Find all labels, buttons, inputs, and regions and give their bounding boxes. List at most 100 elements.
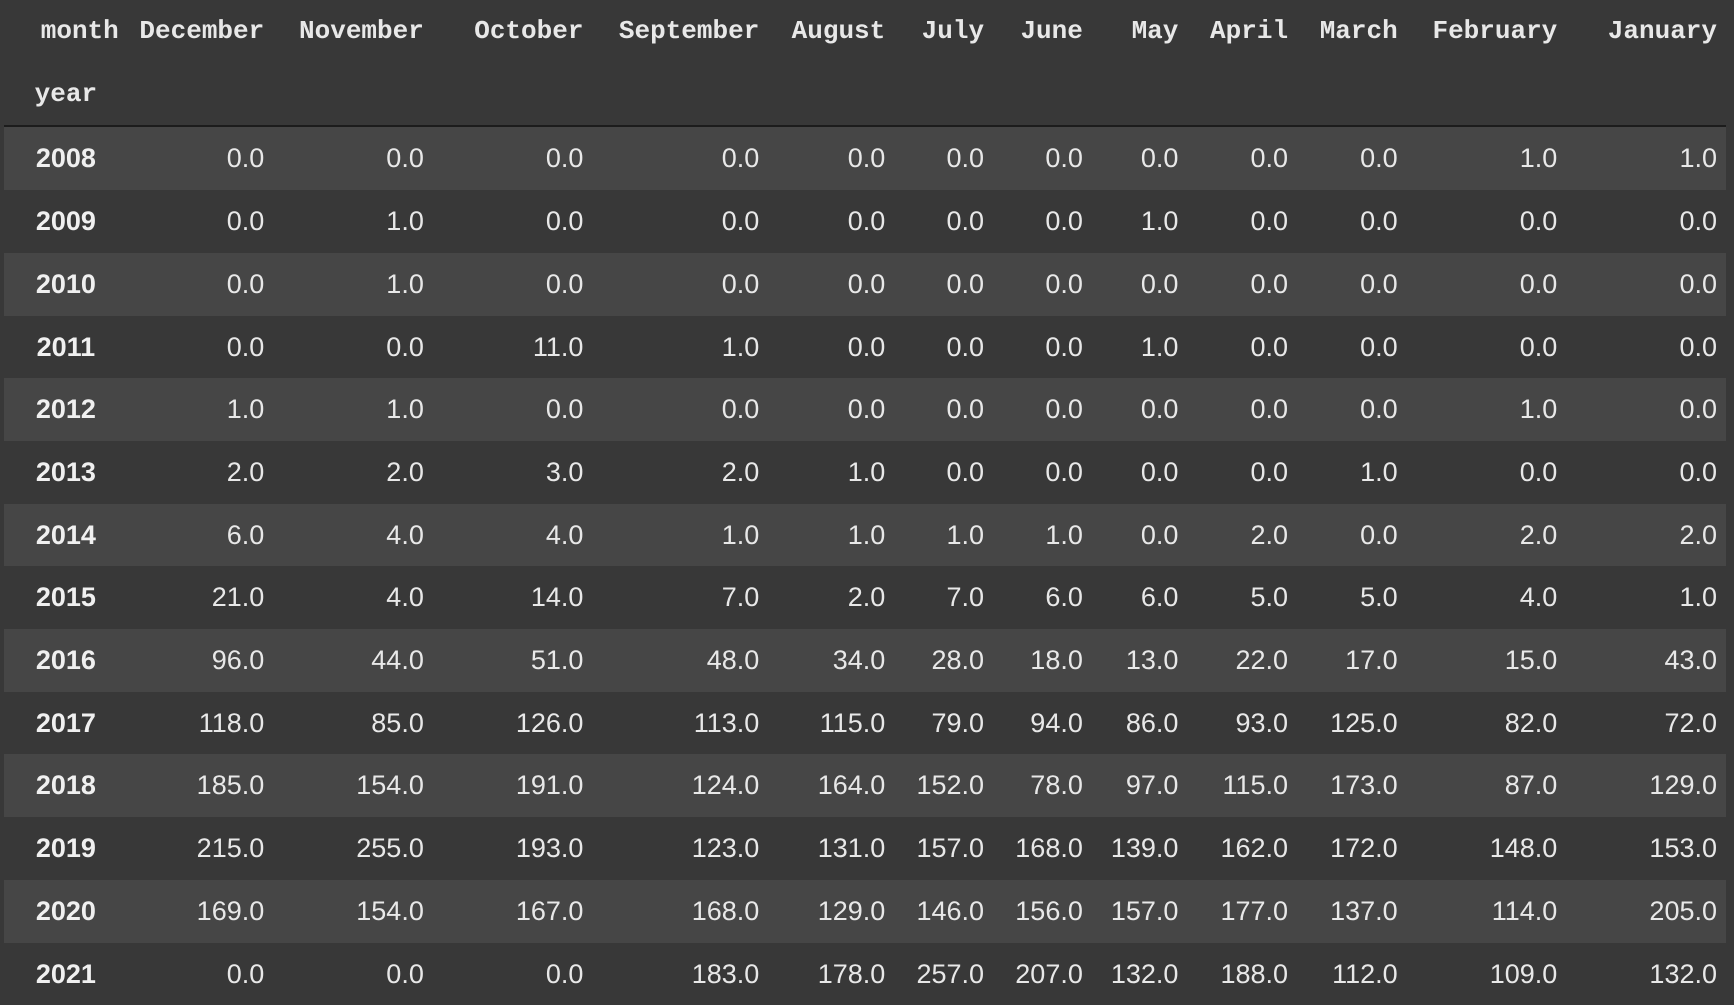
table-cell: 0.0 bbox=[1679, 394, 1717, 425]
table-cell: 0.0 bbox=[386, 143, 424, 174]
index-name-row: year bbox=[4, 62, 1726, 128]
column-header-june: June bbox=[1020, 16, 1083, 46]
table-cell: 168.0 bbox=[1015, 833, 1083, 864]
table-cell: 21.0 bbox=[211, 582, 265, 613]
table-cell: 0.0 bbox=[946, 143, 985, 174]
header-spacer-cell bbox=[592, 62, 769, 128]
table-cell: 11.0 bbox=[532, 331, 584, 362]
table-cell: 115.0 bbox=[819, 707, 886, 738]
table-cell: 132.0 bbox=[1649, 958, 1717, 989]
table-cell: 0.0 bbox=[847, 331, 886, 362]
table-cell: 18.0 bbox=[1030, 645, 1083, 676]
table-cell: 0.0 bbox=[226, 958, 265, 989]
table-cell: 154.0 bbox=[356, 895, 424, 926]
table-cell: 115.0 bbox=[1222, 770, 1289, 801]
table-cell: 86.0 bbox=[1125, 707, 1179, 738]
table-cell: 96.0 bbox=[211, 645, 265, 676]
header-spacer-cell bbox=[1566, 62, 1726, 128]
table-cell: 205.0 bbox=[1649, 895, 1717, 926]
table-cell: 113.0 bbox=[693, 707, 760, 738]
table-cell: 0.0 bbox=[946, 456, 985, 487]
table-cell: 87.0 bbox=[1504, 770, 1558, 801]
table-cell: 72.0 bbox=[1664, 707, 1717, 738]
table-cell: 139.0 bbox=[1110, 833, 1179, 864]
table-cell: 17.0 bbox=[1345, 645, 1398, 676]
table-cell: 0.0 bbox=[226, 331, 265, 362]
table-cell: 172.0 bbox=[1330, 833, 1398, 864]
table-cell: 0.0 bbox=[1360, 268, 1398, 299]
table-cell: 1.0 bbox=[226, 394, 265, 425]
table-cell: 0.0 bbox=[1519, 331, 1558, 362]
table-cell: 177.0 bbox=[1220, 895, 1289, 926]
header-spacer-cell bbox=[273, 62, 433, 128]
table-cell: 178.0 bbox=[817, 958, 886, 989]
table-cell: 4.0 bbox=[386, 519, 424, 550]
table-cell: 85.0 bbox=[371, 707, 424, 738]
table-cell: 0.0 bbox=[721, 143, 760, 174]
table-cell: 112.0 bbox=[1332, 958, 1398, 989]
row-index-year: 2017 bbox=[35, 707, 96, 738]
table-cell: 129.0 bbox=[817, 895, 886, 926]
table-cell: 0.0 bbox=[721, 394, 760, 425]
table-cell: 114.0 bbox=[1491, 895, 1558, 926]
table-cell: 51.0 bbox=[530, 645, 584, 676]
table-cell: 1.0 bbox=[386, 268, 424, 299]
table-cell: 0.0 bbox=[1679, 331, 1717, 362]
row-axis-label: year bbox=[4, 62, 128, 128]
table-cell: 0.0 bbox=[1045, 456, 1083, 487]
table-cell: 6.0 bbox=[226, 519, 265, 550]
table-cell: 124.0 bbox=[691, 770, 760, 801]
table-cell: 0.0 bbox=[1360, 143, 1398, 174]
table-cell: 0.0 bbox=[721, 268, 760, 299]
table-row: 2011 0.0 0.0 11.0 1.0 0.0 0.0 0.0 1.0 0.0 0.0 0.0 0.… bbox=[4, 315, 1726, 379]
table-cell: 0.0 bbox=[545, 958, 584, 989]
table-cell: 1.0 bbox=[386, 206, 424, 237]
table-cell: 13.0 bbox=[1125, 645, 1179, 676]
table-cell: 0.0 bbox=[1045, 143, 1083, 174]
row-index-year: 2018 bbox=[35, 770, 96, 801]
table-row: 2012 1.0 1.0 0.0 0.0 0.0 0.0 0.0 0.0 0.0 0.0 1.0 0.0 bbox=[4, 378, 1726, 441]
table-cell: 0.0 bbox=[1250, 456, 1289, 487]
table-cell: 207.0 bbox=[1015, 958, 1083, 989]
table-cell: 0.0 bbox=[545, 394, 584, 425]
table-cell: 255.0 bbox=[356, 833, 424, 864]
row-index-year: 2021 bbox=[35, 958, 96, 989]
table-cell: 191.0 bbox=[515, 770, 584, 801]
table-cell: 0.0 bbox=[226, 268, 265, 299]
table-cell: 1.0 bbox=[1140, 331, 1179, 362]
column-header-may: May bbox=[1131, 16, 1179, 46]
table-cell: 1.0 bbox=[946, 519, 985, 550]
table-cell: 123.0 bbox=[691, 833, 760, 864]
table-cell: 0.0 bbox=[1360, 206, 1398, 237]
table-cell: 0.0 bbox=[1140, 519, 1179, 550]
table-cell: 131.0 bbox=[817, 833, 886, 864]
table-row: 2019 215.0 255.0 193.0 123.0 131.0 157.0 168.0 1… bbox=[4, 817, 1726, 880]
table-cell: 22.0 bbox=[1235, 645, 1289, 676]
table-cell: 0.0 bbox=[1250, 206, 1289, 237]
table-cell: 1.0 bbox=[1140, 206, 1179, 237]
table-row: 2008 0.0 0.0 0.0 0.0 0.0 0.0 0.0 0.0 0.0 0.0 1.0 1.0 bbox=[4, 126, 1726, 191]
table-cell: 169.0 bbox=[196, 895, 265, 926]
table-cell: 0.0 bbox=[847, 143, 886, 174]
table-cell: 0.0 bbox=[946, 394, 985, 425]
table-cell: 257.0 bbox=[916, 958, 985, 989]
table-cell: 0.0 bbox=[1045, 268, 1083, 299]
row-index-year: 2014 bbox=[35, 519, 96, 550]
table-row: 2010 0.0 1.0 0.0 0.0 0.0 0.0 0.0 0.0 0.0 0.0 0.0 0.0 bbox=[4, 252, 1726, 316]
row-index-year: 2011 bbox=[36, 331, 96, 362]
table-cell: 3.0 bbox=[545, 456, 584, 487]
table-cell: 0.0 bbox=[1519, 456, 1558, 487]
table-cell: 162.0 bbox=[1220, 833, 1289, 864]
table-cell: 6.0 bbox=[1045, 582, 1083, 613]
table-cell: 44.0 bbox=[371, 645, 424, 676]
header-spacer-cell bbox=[1091, 62, 1188, 128]
table-header: month December November October September Au… bbox=[4, 0, 1726, 128]
table-cell: 0.0 bbox=[386, 331, 424, 362]
row-index-year: 2013 bbox=[35, 456, 96, 487]
table-cell: 188.0 bbox=[1220, 958, 1289, 989]
table-cell: 0.0 bbox=[386, 958, 424, 989]
table-cell: 1.0 bbox=[847, 456, 886, 487]
row-index-year: 2019 bbox=[35, 833, 96, 864]
table-cell: 4.0 bbox=[386, 582, 424, 613]
table-cell: 2.0 bbox=[1679, 519, 1717, 550]
